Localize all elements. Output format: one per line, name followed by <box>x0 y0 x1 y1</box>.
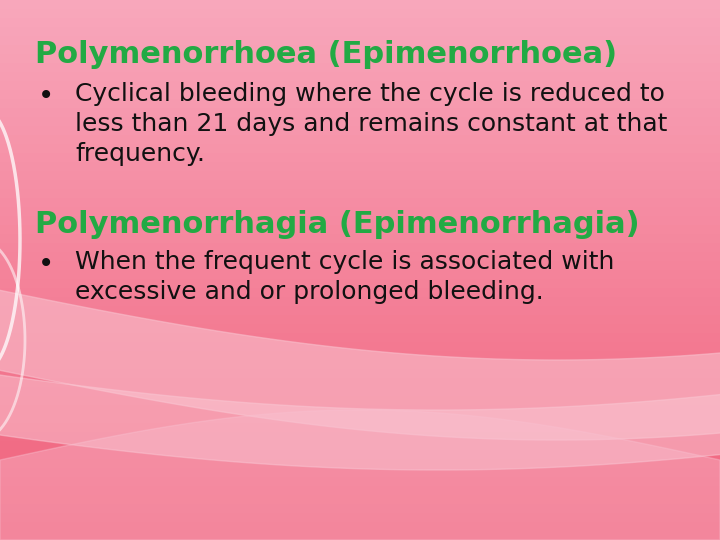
Bar <box>0 287 720 297</box>
Bar <box>0 107 720 117</box>
Bar <box>0 332 720 342</box>
Bar <box>0 62 720 72</box>
Bar <box>0 152 720 162</box>
Bar <box>0 98 720 108</box>
Bar <box>0 377 720 387</box>
Bar <box>0 521 720 531</box>
Bar <box>0 170 720 180</box>
Text: •: • <box>38 250 54 278</box>
Bar <box>0 305 720 315</box>
Bar <box>0 143 720 153</box>
Bar <box>0 530 720 540</box>
Bar <box>0 449 720 459</box>
Bar <box>0 413 720 423</box>
Bar <box>0 8 720 18</box>
Text: •: • <box>38 82 54 110</box>
Bar <box>0 395 720 405</box>
Bar <box>0 512 720 522</box>
Bar <box>0 0 720 9</box>
Bar <box>0 35 720 45</box>
Bar <box>0 386 720 396</box>
Bar <box>0 260 720 270</box>
Bar <box>0 350 720 360</box>
Bar <box>0 341 720 351</box>
Text: excessive and or prolonged bleeding.: excessive and or prolonged bleeding. <box>75 280 544 304</box>
Bar <box>0 215 720 225</box>
Bar <box>0 179 720 189</box>
Bar <box>0 296 720 306</box>
Text: frequency.: frequency. <box>75 142 205 166</box>
Bar <box>0 431 720 441</box>
Bar <box>0 422 720 432</box>
Bar <box>0 404 720 414</box>
Bar <box>0 251 720 261</box>
Bar <box>0 476 720 486</box>
Bar <box>0 503 720 513</box>
Bar <box>0 134 720 144</box>
Bar <box>0 233 720 243</box>
Bar <box>0 188 720 198</box>
Bar <box>0 116 720 126</box>
Text: Polymenorrhagia (Epimenorrhagia): Polymenorrhagia (Epimenorrhagia) <box>35 210 639 239</box>
Bar <box>0 242 720 252</box>
Bar <box>0 368 720 378</box>
Bar <box>0 44 720 54</box>
Bar <box>0 458 720 468</box>
Bar <box>0 206 720 216</box>
Bar <box>0 323 720 333</box>
Bar <box>0 71 720 81</box>
Bar <box>0 26 720 36</box>
Bar <box>0 80 720 90</box>
Bar <box>0 89 720 99</box>
Bar <box>0 224 720 234</box>
Bar <box>0 161 720 171</box>
Bar <box>0 359 720 369</box>
Bar <box>0 494 720 504</box>
Bar <box>0 440 720 450</box>
Bar <box>0 53 720 63</box>
Bar <box>0 485 720 495</box>
Bar <box>0 125 720 135</box>
Text: less than 21 days and remains constant at that: less than 21 days and remains constant a… <box>75 112 667 136</box>
Text: Polymenorrhoea (Epimenorrhoea): Polymenorrhoea (Epimenorrhoea) <box>35 40 617 69</box>
Bar <box>0 269 720 279</box>
Text: Cyclical bleeding where the cycle is reduced to: Cyclical bleeding where the cycle is red… <box>75 82 665 106</box>
Bar <box>0 17 720 27</box>
Bar <box>0 278 720 288</box>
Bar <box>0 197 720 207</box>
Bar <box>0 314 720 324</box>
Bar <box>0 467 720 477</box>
Text: When the frequent cycle is associated with: When the frequent cycle is associated wi… <box>75 250 614 274</box>
